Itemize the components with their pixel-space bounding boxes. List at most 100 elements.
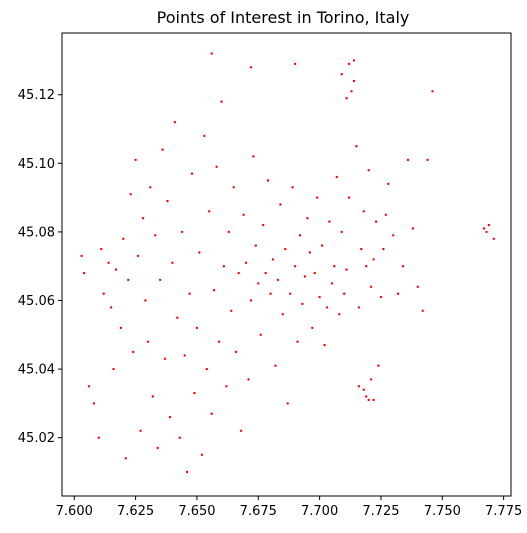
data-point	[134, 158, 137, 162]
data-point	[259, 333, 262, 336]
data-point	[154, 234, 157, 237]
data-point	[254, 244, 257, 247]
data-point	[119, 326, 123, 330]
data-point	[237, 271, 240, 275]
x-tick-label: 7.775	[485, 504, 522, 519]
data-point	[343, 292, 346, 295]
data-point	[362, 210, 365, 213]
data-point	[109, 306, 113, 309]
data-point	[347, 62, 351, 66]
data-point	[262, 223, 265, 227]
data-point	[374, 220, 378, 223]
data-point	[92, 402, 96, 405]
data-point	[347, 196, 351, 199]
data-point	[225, 385, 228, 388]
data-point	[421, 309, 424, 312]
data-point	[210, 52, 213, 55]
data-point	[355, 145, 358, 148]
data-point	[338, 313, 341, 316]
data-point	[100, 247, 103, 251]
y-axis: 45.02 45.04 45.06 45.08 45.10 45.12	[18, 88, 62, 446]
data-point	[141, 217, 145, 220]
data-point	[279, 203, 282, 206]
data-point	[323, 343, 326, 347]
data-point	[301, 302, 304, 306]
data-point	[345, 268, 348, 271]
data-point	[311, 326, 314, 330]
data-point	[249, 299, 253, 302]
y-tick-label: 45.06	[18, 294, 55, 309]
data-point	[132, 350, 135, 354]
y-tick-label: 45.04	[18, 363, 55, 378]
data-point	[264, 271, 267, 275]
data-point	[330, 282, 334, 285]
y-tick-label: 45.10	[18, 157, 55, 172]
data-point	[185, 470, 189, 474]
data-point	[286, 402, 289, 405]
data-point	[168, 415, 172, 419]
data-point	[215, 165, 218, 168]
data-point	[431, 90, 434, 93]
data-point	[485, 230, 488, 234]
data-point	[416, 285, 419, 288]
data-point	[82, 271, 86, 275]
data-point	[188, 292, 191, 295]
data-point	[411, 227, 415, 230]
data-point	[335, 175, 338, 179]
data-point	[318, 295, 321, 299]
data-point	[163, 357, 167, 360]
data-point	[183, 354, 186, 357]
data-point	[406, 158, 410, 162]
data-point	[136, 254, 140, 258]
data-point	[360, 247, 363, 251]
data-point	[352, 59, 356, 62]
data-point	[392, 234, 395, 237]
data-point	[122, 237, 125, 240]
data-point	[198, 251, 201, 254]
data-point	[350, 90, 353, 93]
x-tick-label: 7.600	[56, 504, 93, 519]
data-point	[127, 278, 130, 282]
data-point	[379, 295, 383, 299]
data-point	[372, 398, 375, 402]
data-point	[114, 268, 118, 271]
data-point	[281, 313, 284, 316]
data-point	[401, 265, 405, 268]
plot-frame	[61, 32, 512, 497]
data-point	[367, 169, 370, 172]
data-point	[230, 309, 233, 312]
x-axis: 7.600 7.625 7.650 7.675 7.700 7.725 7.750 7.775	[56, 496, 522, 519]
data-point	[333, 265, 336, 268]
data-point	[313, 271, 316, 275]
data-point	[244, 261, 248, 264]
data-point	[387, 182, 390, 186]
data-point	[426, 158, 429, 162]
data-point	[362, 388, 365, 391]
data-point	[306, 217, 309, 220]
data-point	[293, 265, 297, 268]
data-point	[325, 306, 329, 309]
data-point	[178, 436, 181, 439]
data-point	[252, 155, 255, 158]
data-point	[365, 265, 368, 268]
data-point	[328, 220, 331, 223]
data-point	[357, 385, 361, 388]
data-point	[239, 429, 243, 432]
data-point	[151, 395, 154, 398]
data-point	[247, 378, 250, 381]
data-point	[372, 258, 375, 261]
data-point	[181, 230, 184, 234]
data-point	[102, 292, 105, 295]
data-point	[139, 429, 142, 432]
data-point	[222, 265, 226, 268]
data-point	[284, 247, 287, 251]
data-point	[249, 66, 253, 69]
x-tick-label: 7.700	[301, 504, 338, 519]
data-point	[200, 453, 204, 456]
x-tick-label: 7.650	[178, 504, 215, 519]
data-point	[289, 292, 292, 295]
data-point	[210, 412, 213, 415]
data-point	[396, 292, 400, 295]
data-point	[382, 247, 385, 251]
